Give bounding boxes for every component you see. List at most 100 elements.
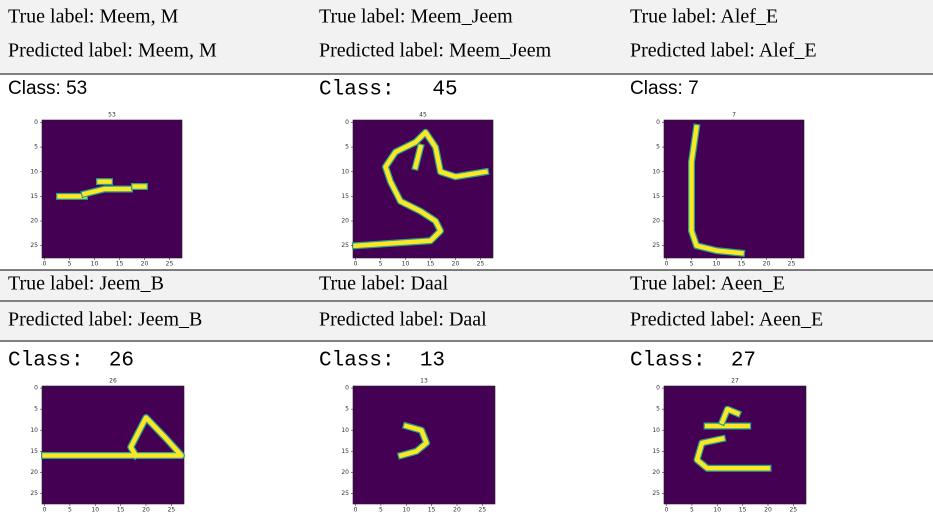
true-label: True label: Daal	[319, 273, 449, 295]
y-tick-label: 15	[30, 448, 38, 455]
x-tick-label: 5	[690, 507, 694, 514]
x-tick-label: 5	[379, 261, 383, 268]
plot-image	[353, 120, 493, 258]
y-tick-label: 20	[341, 469, 349, 476]
y-tick-label: 10	[341, 168, 349, 175]
x-tick-label: 5	[68, 507, 72, 514]
y-tick-label: 0	[34, 385, 38, 392]
class-label: Class: 26	[8, 350, 134, 373]
x-tick-label: 0	[665, 507, 669, 514]
plot-image	[664, 386, 806, 504]
true-label: True label: Aeen_E	[630, 273, 785, 295]
y-tick-label: 5	[345, 144, 349, 151]
x-tick-label: 10	[402, 507, 410, 514]
y-tick-label: 0	[656, 119, 660, 126]
x-tick-label: 10	[402, 261, 410, 268]
x-tick-label: 15	[738, 261, 746, 268]
y-tick-label: 0	[345, 119, 349, 126]
x-tick-label: 20	[141, 261, 149, 268]
x-tick-label: 15	[427, 261, 435, 268]
page: True label: Meem, M Predicted label: Meem…	[0, 0, 933, 516]
predicted-label: Predicted label: Jeem_B	[8, 309, 202, 331]
x-tick-label: 15	[116, 261, 124, 268]
y-tick-label: 25	[30, 490, 38, 497]
y-tick-label: 25	[652, 242, 660, 249]
plot-title: 45	[419, 112, 427, 119]
y-tick-label: 15	[341, 193, 349, 200]
y-tick-label: 5	[656, 144, 660, 151]
predicted-label: Predicted label: Aeen_E	[630, 309, 823, 331]
x-tick-label: 25	[168, 507, 176, 514]
x-tick-label: 25	[479, 507, 487, 514]
class-label: Class: 45	[319, 79, 458, 102]
y-tick-label: 0	[34, 119, 38, 126]
x-tick-label: 0	[354, 507, 358, 514]
x-tick-label: 20	[142, 507, 150, 514]
x-tick-label: 25	[788, 261, 796, 268]
x-tick-label: 10	[91, 261, 99, 268]
x-tick-label: 25	[790, 507, 798, 514]
y-tick-label: 10	[341, 427, 349, 434]
true-label: True label: Meem, M	[8, 6, 179, 28]
y-tick-label: 5	[345, 406, 349, 413]
predicted-label: Predicted label: Meem_Jeem	[319, 40, 552, 62]
x-tick-label: 25	[166, 261, 174, 268]
x-tick-label: 15	[428, 507, 436, 514]
y-tick-label: 5	[34, 144, 38, 151]
class-label: Class: 7	[630, 78, 699, 99]
x-tick-label: 0	[43, 507, 47, 514]
y-tick-label: 25	[341, 490, 349, 497]
y-tick-label: 15	[341, 448, 349, 455]
plot-title: 27	[731, 378, 739, 385]
y-tick-label: 20	[652, 469, 660, 476]
y-tick-label: 15	[652, 448, 660, 455]
x-tick-label: 10	[91, 507, 99, 514]
x-tick-label: 25	[477, 261, 485, 268]
plot-title: 13	[420, 378, 428, 385]
plot-title: 7	[732, 112, 736, 119]
x-tick-label: 20	[452, 261, 460, 268]
predicted-label: Predicted label: Alef_E	[630, 40, 817, 62]
y-tick-label: 5	[656, 406, 660, 413]
y-tick-label: 5	[34, 406, 38, 413]
plot-image	[42, 386, 184, 504]
true-label: True label: Jeem_B	[8, 273, 164, 295]
x-tick-label: 20	[763, 261, 771, 268]
y-tick-label: 20	[652, 218, 660, 225]
y-tick-label: 25	[341, 242, 349, 249]
y-tick-label: 15	[652, 193, 660, 200]
true-label: True label: Alef_E	[630, 6, 778, 28]
y-tick-label: 20	[30, 469, 38, 476]
x-tick-label: 5	[690, 261, 694, 268]
y-tick-label: 15	[30, 193, 38, 200]
y-tick-label: 10	[652, 427, 660, 434]
x-tick-label: 10	[713, 507, 721, 514]
class-label: Class: 13	[319, 350, 445, 373]
x-tick-label: 5	[68, 261, 72, 268]
predicted-label: Predicted label: Daal	[319, 309, 487, 331]
y-tick-label: 20	[30, 218, 38, 225]
x-tick-label: 0	[43, 261, 47, 268]
y-tick-label: 10	[30, 427, 38, 434]
x-tick-label: 15	[117, 507, 125, 514]
plot-image	[664, 120, 804, 258]
x-tick-label: 20	[453, 507, 461, 514]
x-tick-label: 10	[713, 261, 721, 268]
class-label: Class: 27	[630, 350, 756, 373]
x-tick-label: 0	[354, 261, 358, 268]
x-tick-label: 5	[379, 507, 383, 514]
y-tick-label: 25	[652, 490, 660, 497]
y-tick-label: 10	[652, 168, 660, 175]
plot-title: 53	[108, 112, 116, 119]
y-tick-label: 0	[656, 385, 660, 392]
predicted-label: Predicted label: Meem, M	[8, 40, 217, 62]
x-tick-label: 15	[739, 507, 747, 514]
plot-title: 26	[109, 378, 117, 385]
y-tick-label: 0	[345, 385, 349, 392]
class-label: Class: 53	[8, 78, 87, 99]
x-tick-label: 0	[665, 261, 669, 268]
y-tick-label: 10	[30, 168, 38, 175]
x-tick-label: 20	[764, 507, 772, 514]
y-tick-label: 20	[341, 218, 349, 225]
y-tick-label: 25	[30, 242, 38, 249]
